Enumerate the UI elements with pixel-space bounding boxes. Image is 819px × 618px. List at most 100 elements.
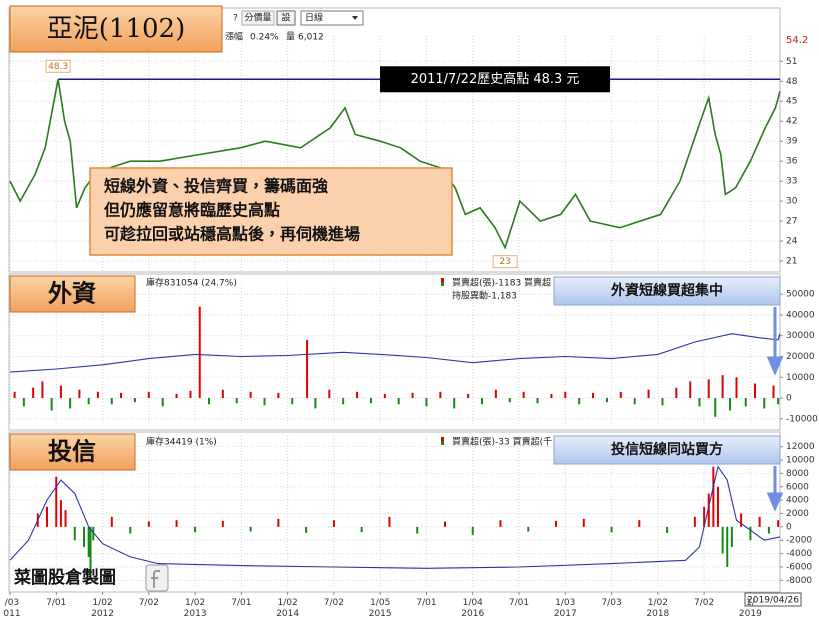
callout: 外資短線買超集中 [611, 282, 723, 299]
bar [522, 391, 525, 399]
bar [314, 398, 317, 409]
y-tick-label: 48 [786, 77, 798, 87]
period-select-label[interactable]: 日線 [305, 12, 323, 24]
x-tick-label-line: 7/01 [509, 598, 529, 608]
x-tick-label: 7/01 [231, 598, 251, 608]
bar [729, 398, 732, 411]
y-tick-label: 10000 [786, 456, 815, 466]
bar [360, 526, 363, 533]
bar [96, 391, 99, 399]
holding-label: 庫存34419 (1%) [146, 436, 217, 448]
x-tick-label-line: 7/03 [601, 598, 621, 608]
panel-label-box [9, 275, 136, 313]
y-tick-label: -6000 [786, 562, 812, 572]
x-tick-label-line: 2016 [461, 609, 484, 618]
legend-icon [441, 437, 444, 441]
trust-panel [8, 431, 781, 593]
bar [749, 526, 752, 541]
bar [342, 398, 345, 405]
y-tick-label: 36 [786, 157, 798, 167]
bar [453, 398, 456, 409]
panel-label-box [9, 433, 136, 471]
y-max-label: 54.2 [786, 35, 808, 46]
bar [32, 387, 35, 399]
bar [754, 383, 757, 399]
x-tick-label-line: 1/05 [370, 598, 390, 608]
bar [277, 392, 280, 399]
bar [730, 526, 733, 547]
change-label: 漲幅 [225, 31, 243, 43]
bar [467, 393, 470, 399]
x-tick-label: 1/02 2018 [646, 598, 669, 618]
bar [666, 526, 669, 533]
bar [328, 389, 331, 399]
settings-button[interactable] [276, 10, 296, 26]
annotation-box [492, 255, 518, 269]
period-select[interactable] [300, 10, 364, 26]
bar [64, 510, 67, 527]
select-arrow [352, 16, 358, 20]
bar [147, 391, 150, 399]
foreign-panel [8, 273, 781, 431]
bar [147, 521, 150, 527]
bar [161, 398, 164, 407]
bar [198, 306, 201, 399]
y-tick-label: -10000 [786, 414, 818, 424]
bar [527, 526, 530, 532]
date-box [744, 592, 802, 607]
change-value: 0.24% [250, 33, 279, 43]
y-tick-label: -8000 [786, 576, 812, 586]
bar [707, 493, 710, 527]
help-icon[interactable]: ? [233, 14, 238, 24]
x-tick-label-line: 2019 [739, 609, 762, 618]
bar [716, 486, 719, 527]
bar [689, 381, 692, 399]
bar [443, 521, 446, 527]
bar [89, 526, 92, 574]
y-tick-label: 0 [786, 522, 792, 532]
arrow [766, 466, 784, 512]
share-icon-glyph [151, 570, 160, 588]
x-tick-label-line: 1/02 [648, 598, 668, 608]
arrow [766, 307, 784, 376]
settings-label[interactable]: 設 [281, 12, 290, 24]
x-tick-label: 1/2019 [739, 598, 762, 618]
marks [9, 59, 781, 574]
bar [46, 506, 49, 527]
x-tick-label-line: /03 [5, 598, 19, 608]
bar [772, 385, 775, 399]
volume-profile-label[interactable]: 分價量 [244, 13, 271, 24]
bar [633, 398, 636, 405]
y-tick-label: 24 [786, 237, 798, 247]
bar [555, 520, 558, 527]
holding-label: 庫存831054 (24.7%) [146, 277, 237, 289]
bar [13, 391, 16, 399]
panel-label: 投信 [48, 437, 96, 466]
bar [592, 392, 595, 399]
bar [480, 398, 483, 405]
bar [55, 476, 58, 527]
x-tick-label-line: 1/02 [185, 598, 205, 608]
x-tick-label-line: 7/02 [694, 598, 714, 608]
y-tick-label: 51 [786, 57, 797, 67]
y-tick-label: 6000 [786, 482, 809, 492]
bar [703, 506, 706, 527]
x-tick-label: 7/03 [601, 598, 621, 608]
annotation-label: 23 [499, 257, 510, 267]
callout-box [553, 435, 781, 465]
grid [9, 36, 783, 595]
y-tick-label: 42 [786, 117, 797, 127]
bar [249, 391, 252, 399]
net-label: 買賣超(張)-33 買賣超(千 [452, 436, 552, 448]
y-tick-label: -2000 [786, 536, 812, 546]
x-tick-label: /03 011 [3, 598, 20, 618]
bar [661, 398, 664, 406]
bar [59, 500, 62, 527]
change-label: 持股異動-1,183 [452, 290, 517, 302]
title-box [9, 5, 223, 53]
bar [83, 526, 86, 547]
bar [763, 398, 766, 409]
x-tick-label: 7/02 [694, 598, 714, 608]
volume-profile-button[interactable] [241, 10, 275, 26]
y-tick-label: 30000 [786, 331, 815, 341]
